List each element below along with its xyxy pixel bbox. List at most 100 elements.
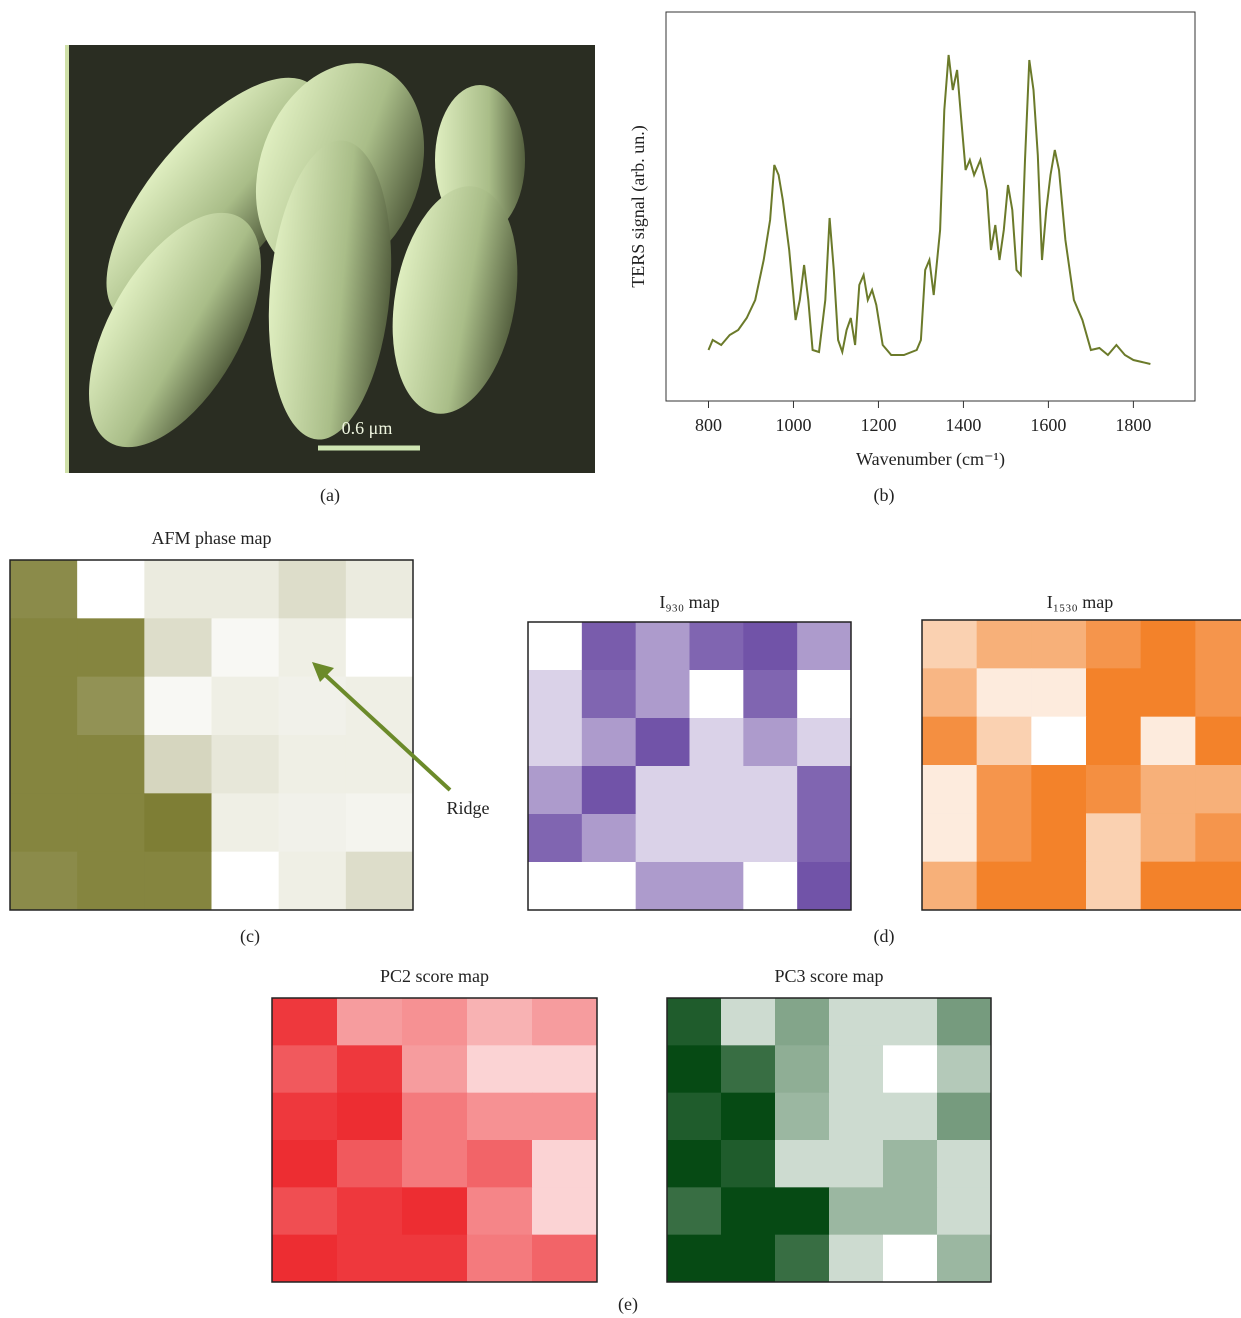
spectrum-line	[709, 55, 1151, 364]
heatmap-cell	[144, 735, 212, 794]
heatmap-cell	[532, 1140, 598, 1188]
x-tick-label: 1200	[860, 415, 896, 435]
heatmap-cell	[402, 1045, 468, 1093]
heatmap-cell	[977, 620, 1032, 669]
heatmap-cell	[279, 852, 347, 911]
heatmap-cell	[582, 814, 636, 863]
heatmap-cell	[279, 618, 347, 677]
heatmap-cell	[279, 793, 347, 852]
heatmap-cell	[528, 862, 582, 911]
heatmap-cell	[337, 1235, 403, 1283]
x-tick-label: 1000	[775, 415, 811, 435]
heatmap-cell	[690, 622, 744, 671]
heatmap-cell	[1141, 620, 1196, 669]
heatmap-cell	[636, 718, 690, 767]
heatmap-cell	[667, 1187, 722, 1235]
heatmap-cell	[346, 735, 414, 794]
heatmap-cell	[10, 852, 78, 911]
heatmap-cell	[346, 618, 414, 677]
heatmap-cell	[532, 1187, 598, 1235]
heatmap-cell	[144, 677, 212, 736]
heatmap-cell	[212, 560, 280, 619]
caption: (e)	[618, 1294, 638, 1315]
heatmap-cell	[922, 765, 977, 814]
heatmap-cell	[528, 766, 582, 815]
heatmap-cell	[528, 814, 582, 863]
heatmap-cell	[922, 717, 977, 766]
heatmap-cell	[721, 1235, 776, 1283]
heatmap-cell	[402, 1140, 468, 1188]
heatmap-cell	[1141, 717, 1196, 766]
heatmap-cell	[528, 718, 582, 767]
heatmap-title: PC3 score map	[775, 966, 884, 986]
heatmap-cell	[582, 862, 636, 911]
heatmap-cell	[1195, 862, 1241, 911]
heatmap-cell	[690, 862, 744, 911]
heatmap-cell	[272, 1235, 338, 1283]
heatmap-cell	[402, 1187, 468, 1235]
heatmap-cell	[775, 1235, 830, 1283]
heatmap-cell	[797, 670, 851, 719]
heatmap-cell	[346, 793, 414, 852]
heatmap-cell	[467, 998, 533, 1046]
heatmap-cell	[467, 1093, 533, 1141]
heatmap-cell	[337, 1140, 403, 1188]
heatmap-cell	[212, 735, 280, 794]
heatmap-cell	[582, 766, 636, 815]
heatmap-cell	[10, 677, 78, 736]
heatmap-cell	[829, 1140, 884, 1188]
heatmap-title: I₉₃₀ map	[659, 592, 719, 612]
heatmap-cell	[797, 622, 851, 671]
heatmap-cell	[937, 998, 992, 1046]
heatmap-cell	[337, 1187, 403, 1235]
heatmap-cell	[77, 793, 145, 852]
heatmap-cell	[1031, 717, 1086, 766]
heatmap-cell	[937, 1093, 992, 1141]
heatmap-cell	[144, 560, 212, 619]
x-tick-label: 1600	[1030, 415, 1066, 435]
heatmap-cell	[636, 622, 690, 671]
heatmap-cell	[1141, 862, 1196, 911]
heatmap-cell	[528, 622, 582, 671]
heatmap-cell	[144, 852, 212, 911]
heatmap-cell	[1086, 717, 1141, 766]
heatmap-cell	[467, 1235, 533, 1283]
heatmap-cell	[743, 862, 797, 911]
heatmap-cell	[346, 560, 414, 619]
heatmap-cell	[636, 670, 690, 719]
heatmap-cell	[667, 1093, 722, 1141]
heatmap-cell	[883, 1235, 938, 1283]
y-axis-label: TERS signal (arb. un.)	[628, 125, 649, 287]
x-tick-label: 800	[695, 415, 722, 435]
heatmap-cell	[829, 1093, 884, 1141]
heatmap-cell	[279, 560, 347, 619]
heatmap-cell	[1031, 620, 1086, 669]
heatmap-cell	[272, 998, 338, 1046]
heatmap-cell	[10, 735, 78, 794]
heatmap-cell	[77, 852, 145, 911]
heatmap-cell	[883, 998, 938, 1046]
heatmap-cell	[937, 1140, 992, 1188]
heatmap-cell	[467, 1045, 533, 1093]
heatmap-cell	[1141, 813, 1196, 862]
heatmap-cell	[797, 862, 851, 911]
heatmap-cell	[743, 766, 797, 815]
heatmap-cell	[743, 622, 797, 671]
heatmap-cell	[212, 618, 280, 677]
figure: 0.6 μm (a) (b) (c) (d) (e) 8001000120014…	[0, 0, 1241, 1318]
heatmap-cell	[690, 814, 744, 863]
heatmap-cell	[1086, 765, 1141, 814]
heatmap-cell	[1141, 668, 1196, 717]
heatmap-cell	[10, 793, 78, 852]
heatmap-cell	[883, 1093, 938, 1141]
heatmap-cell	[667, 1140, 722, 1188]
heatmap-cell	[977, 717, 1032, 766]
heatmap-cell	[337, 1093, 403, 1141]
heatmap-cell	[977, 668, 1032, 717]
heatmap-cell	[1195, 813, 1241, 862]
x-tick-label: 1400	[945, 415, 981, 435]
heatmap-cell	[829, 1187, 884, 1235]
caption: (b)	[874, 485, 895, 506]
heatmap-cell	[797, 814, 851, 863]
heatmap-cell	[937, 1187, 992, 1235]
